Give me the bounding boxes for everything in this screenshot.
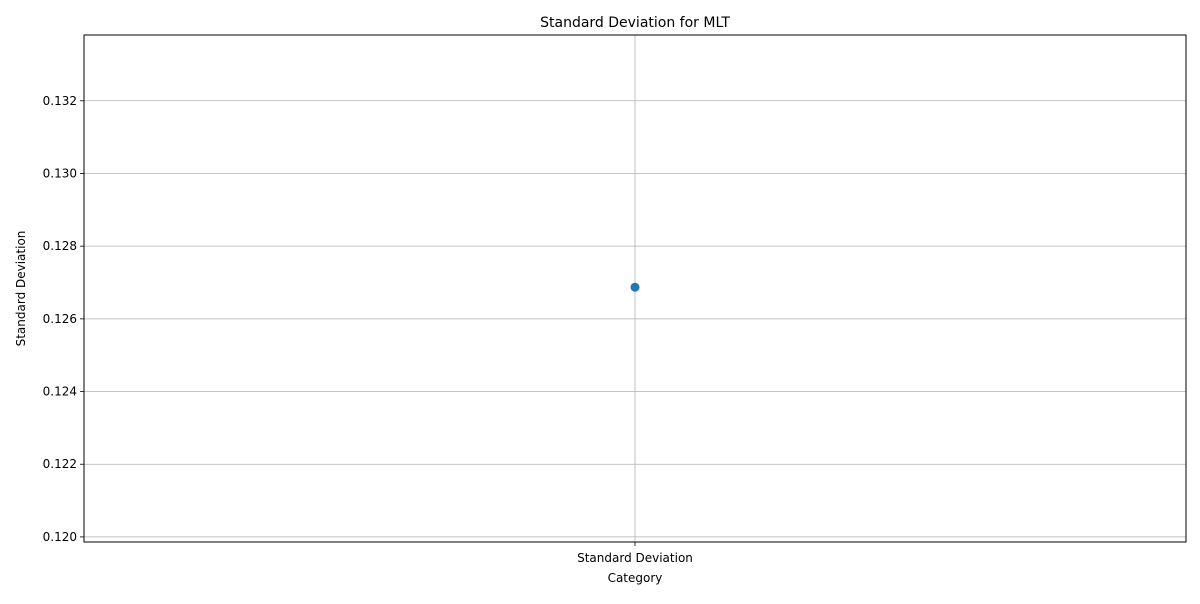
y-tick-label: 0.126 [43, 312, 77, 326]
x-tick-label: Standard Deviation [577, 551, 693, 565]
plot-frame [83, 34, 1187, 543]
x-axis-label: Category [608, 571, 663, 585]
chart-title: Standard Deviation for MLT [540, 15, 730, 31]
y-tick-label: 0.120 [43, 530, 77, 544]
grid-layer [84, 35, 1186, 542]
y-tick-label: 0.128 [43, 239, 77, 253]
data-point [630, 282, 640, 292]
y-tick-label: 0.122 [43, 457, 77, 471]
data-layer [630, 282, 640, 292]
y-tick-label: 0.124 [43, 385, 77, 399]
y-tick-label: 0.132 [43, 94, 77, 108]
tick-layer: 0.120 0.122 0.124 0.126 0.128 0.130 0.132 Stand… [43, 94, 693, 565]
y-tick-label: 0.130 [43, 166, 77, 180]
y-axis-label: Standard Deviation [14, 231, 28, 347]
